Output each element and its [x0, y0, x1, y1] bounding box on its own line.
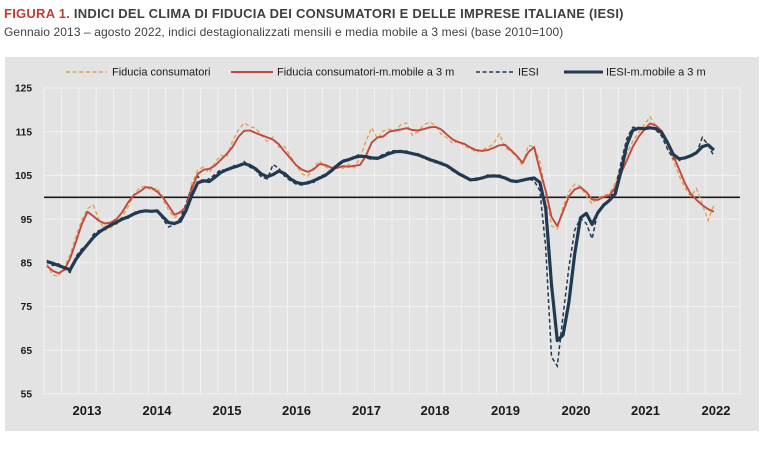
svg-text:2018: 2018 [421, 403, 450, 418]
svg-text:105: 105 [15, 171, 32, 182]
svg-text:IESI-m.mobile a 3 m: IESI-m.mobile a 3 m [606, 67, 706, 79]
svg-text:95: 95 [21, 215, 33, 226]
svg-text:65: 65 [21, 346, 33, 357]
svg-text:85: 85 [21, 259, 33, 270]
svg-text:2016: 2016 [282, 403, 311, 418]
svg-text:Fiducia consumatori: Fiducia consumatori [112, 67, 210, 79]
svg-text:IESI: IESI [518, 67, 539, 79]
svg-text:55: 55 [21, 390, 33, 401]
svg-text:2014: 2014 [143, 403, 173, 418]
svg-text:2022: 2022 [702, 403, 731, 418]
svg-text:125: 125 [15, 84, 32, 95]
svg-text:2015: 2015 [213, 403, 242, 418]
svg-text:2017: 2017 [352, 403, 381, 418]
svg-text:Fiducia consumatori-m.mobile a: Fiducia consumatori-m.mobile a 3 m [277, 67, 454, 79]
svg-text:2019: 2019 [491, 403, 520, 418]
svg-text:115: 115 [16, 127, 33, 138]
svg-text:2020: 2020 [562, 403, 591, 418]
svg-text:2013: 2013 [73, 403, 102, 418]
svg-text:2021: 2021 [631, 403, 660, 418]
svg-text:75: 75 [21, 302, 33, 313]
